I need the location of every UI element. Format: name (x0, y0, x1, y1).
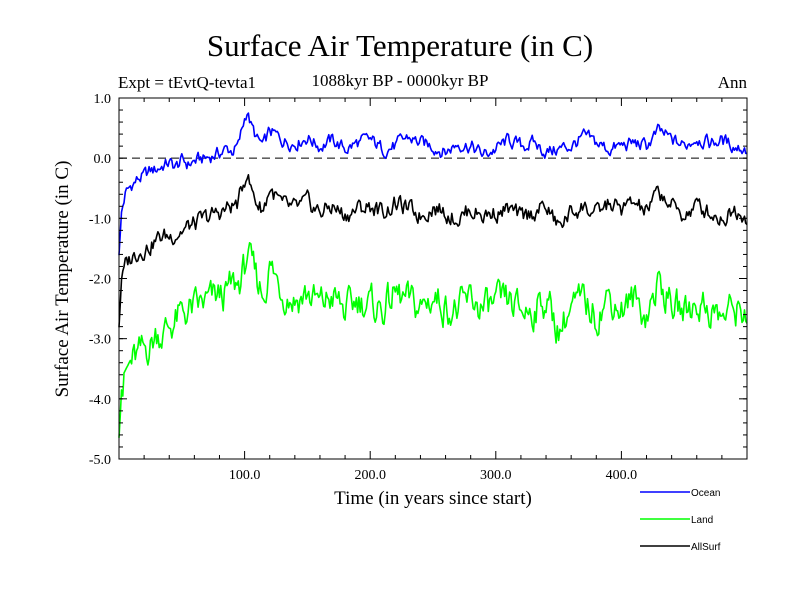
x-tick-label: 300.0 (480, 468, 512, 483)
experiment-label: Expt = tEvtQ-tevta1 (118, 73, 257, 92)
y-axis-label: Surface Air Temperature (in C) (52, 161, 73, 398)
series-line-allsurf (118, 174, 748, 328)
x-tick-label: 400.0 (606, 468, 638, 483)
y-tick-label: -4.0 (89, 393, 111, 408)
x-axis-label: Time (in years since start) (334, 488, 532, 509)
season-label: Ann (717, 73, 747, 92)
x-tick-label: 100.0 (229, 468, 261, 483)
y-tick-label: 1.0 (94, 92, 112, 107)
y-tick-label: -2.0 (89, 273, 111, 288)
series-layer (118, 112, 748, 438)
legend-label-ocean: Ocean (691, 488, 720, 499)
series-line-ocean (118, 112, 748, 256)
period-label: 1088kyr BP - 0000kyr BP (311, 71, 489, 90)
legend: Ocean Land AllSurf (640, 488, 721, 553)
x-tick-label: 200.0 (354, 468, 386, 483)
y-tick-label: -1.0 (89, 212, 111, 227)
legend-label-allsurf: AllSurf (691, 542, 721, 553)
y-tick-label: -5.0 (89, 453, 111, 468)
series-line-land (118, 242, 748, 438)
y-tick-label: 0.0 (94, 152, 112, 167)
y-tick-label: -3.0 (89, 333, 111, 348)
chart-title: Surface Air Temperature (in C) (206, 28, 594, 63)
axis-ticks: 1.0 0.0 -1.0 -2.0 -3.0 -4.0 -5.0 100.0 200.0 300.… (89, 92, 747, 483)
legend-label-land: Land (691, 515, 713, 526)
